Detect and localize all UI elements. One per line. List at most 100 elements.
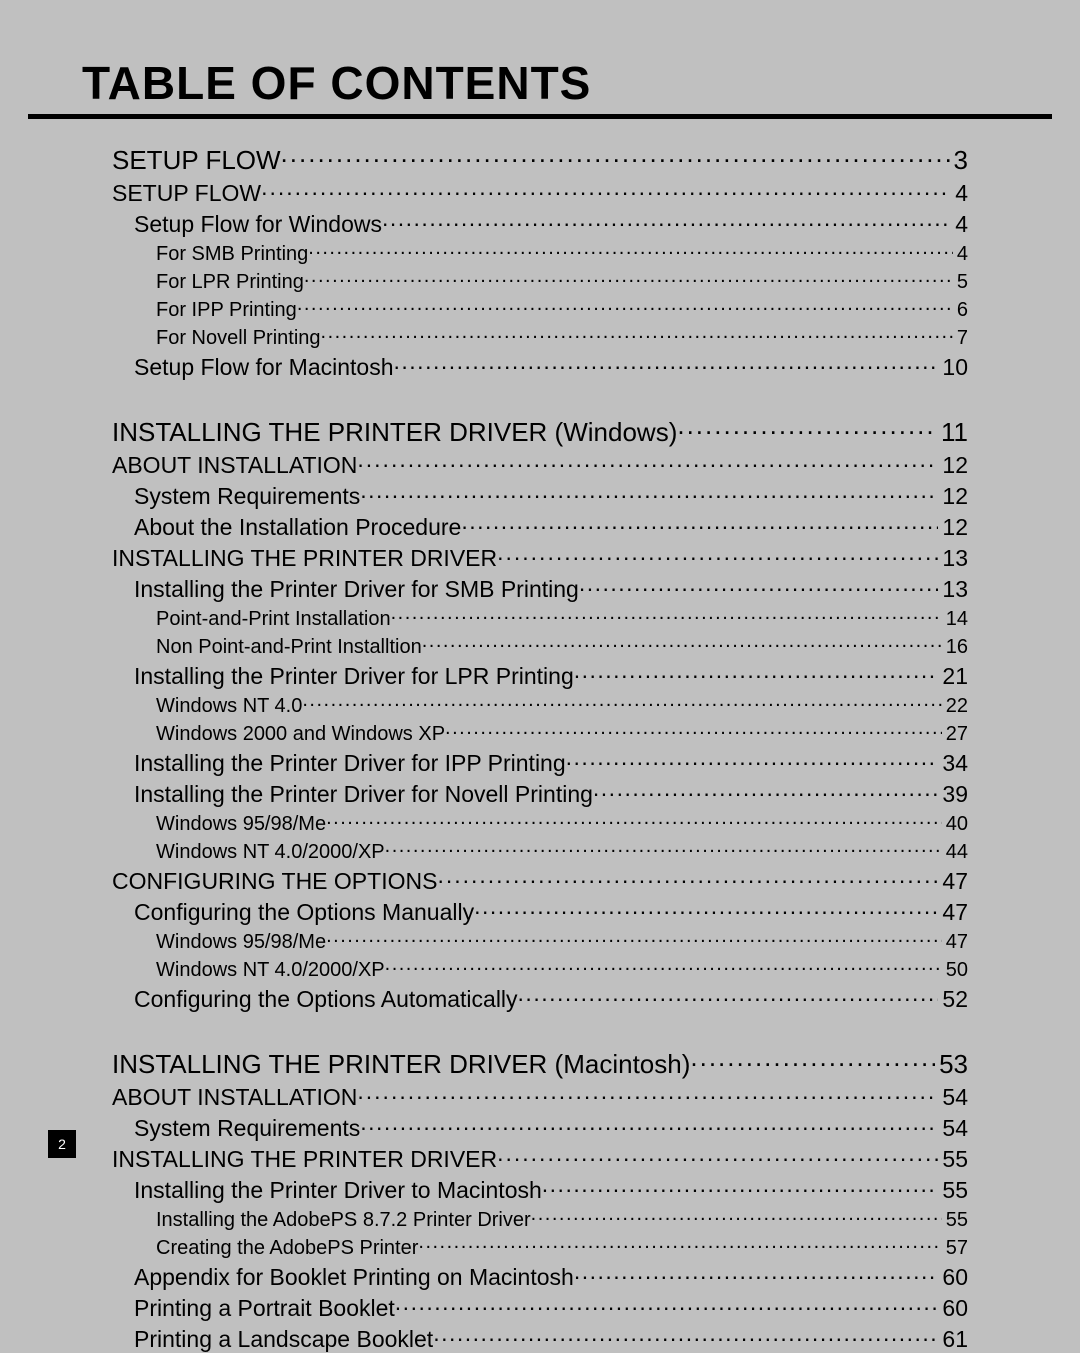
toc-leader-dots xyxy=(297,296,953,316)
toc-leader-dots xyxy=(385,956,942,976)
toc-leader-dots xyxy=(566,748,939,771)
toc-entry: Point-and-Print Installation14 xyxy=(156,605,968,631)
toc-page: 13 xyxy=(938,545,968,572)
toc-entry: Printing a Portrait Booklet 60 xyxy=(134,1293,968,1322)
toc-entry: Installing the Printer Driver for Novell… xyxy=(134,779,968,808)
toc-page: 61 xyxy=(938,1326,968,1353)
toc-leader-dots xyxy=(593,779,939,802)
toc-page: 55 xyxy=(938,1146,968,1173)
toc-label: SETUP FLOW xyxy=(112,145,281,176)
toc-leader-dots xyxy=(326,928,942,948)
toc-entry: Installing the Printer Driver to Macinto… xyxy=(134,1175,968,1204)
toc-entry: For LPR Printing5 xyxy=(156,268,968,294)
toc-label: Installing the Printer Driver for LPR Pr… xyxy=(134,663,574,690)
toc-leader-dots xyxy=(321,324,953,344)
toc-entry: Windows NT 4.0/2000/XP44 xyxy=(156,838,968,864)
toc-leader-dots xyxy=(357,1082,938,1105)
toc-label: Windows 2000 and Windows XP xyxy=(156,723,445,746)
toc-label: For IPP Printing xyxy=(156,299,297,322)
toc-label: Installing the Printer Driver to Macinto… xyxy=(134,1177,542,1204)
toc-page: 52 xyxy=(938,986,968,1013)
toc-page: 54 xyxy=(938,1115,968,1142)
toc-page: 40 xyxy=(942,813,968,836)
toc-page: 4 xyxy=(953,243,968,266)
toc-page: 55 xyxy=(942,1209,968,1232)
toc-leader-dots xyxy=(308,240,953,260)
toc-leader-dots xyxy=(385,838,942,858)
toc-entry: For Novell Printing 7 xyxy=(156,324,968,350)
toc-page: 60 xyxy=(938,1264,968,1291)
toc-leader-dots xyxy=(437,866,938,889)
toc-page: 39 xyxy=(938,781,968,808)
toc-leader-dots xyxy=(418,1234,941,1254)
toc-entry: Setup Flow for Macintosh10 xyxy=(134,352,968,381)
toc-entry: Windows 95/98/Me40 xyxy=(156,810,968,836)
toc-page: 54 xyxy=(938,1084,968,1111)
toc-page: 14 xyxy=(942,608,968,631)
toc-leader-dots xyxy=(302,692,941,712)
toc-entry: INSTALLING THE PRINTER DRIVER55 xyxy=(112,1144,968,1173)
document-page: TABLE OF CONTENTS SETUP FLOW3SETUP FLOW4… xyxy=(0,0,1080,1296)
toc-label: INSTALLING THE PRINTER DRIVER (Macintosh… xyxy=(112,1049,690,1080)
toc-label: Configuring the Options Manually xyxy=(134,899,474,926)
toc-leader-dots xyxy=(461,512,938,535)
toc-leader-dots xyxy=(574,1262,939,1285)
toc-page: 27 xyxy=(942,723,968,746)
toc-entry: ABOUT INSTALLATION12 xyxy=(112,450,968,479)
toc-page: 12 xyxy=(938,452,968,479)
toc-label: Creating the AdobePS Printer xyxy=(156,1237,418,1260)
toc-page: 60 xyxy=(938,1295,968,1322)
toc-page: 47 xyxy=(938,899,968,926)
toc-label: Setup Flow for Macintosh xyxy=(134,354,394,381)
toc-entry: Windows NT 4.0/2000/XP50 xyxy=(156,956,968,982)
toc-entry: For IPP Printing6 xyxy=(156,296,968,322)
toc-page: 16 xyxy=(942,636,968,659)
toc-entry: Installing the Printer Driver for SMB Pr… xyxy=(134,574,968,603)
toc-entry: Windows 95/98/Me 47 xyxy=(156,928,968,954)
toc-entry: About the Installation Procedure12 xyxy=(134,512,968,541)
toc-entry: Setup Flow for Windows4 xyxy=(134,209,968,238)
toc-page: 57 xyxy=(942,1237,968,1260)
toc-entry: INSTALLING THE PRINTER DRIVER13 xyxy=(112,543,968,572)
toc-entry: Windows NT 4.022 xyxy=(156,692,968,718)
toc-page: 12 xyxy=(938,483,968,510)
toc-page: 7 xyxy=(953,327,968,350)
toc-label: For SMB Printing xyxy=(156,243,308,266)
toc-label: Installing the Printer Driver for IPP Pr… xyxy=(134,750,566,777)
page-number-box: 2 xyxy=(48,1130,76,1158)
title-bar: TABLE OF CONTENTS xyxy=(28,0,1052,119)
toc-page: 47 xyxy=(942,931,968,954)
toc-label: For Novell Printing xyxy=(156,327,321,350)
toc-label: Windows NT 4.0/2000/XP xyxy=(156,959,385,982)
toc-page: 21 xyxy=(938,663,968,690)
toc-entry: Printing a Landscape Booklet 61 xyxy=(134,1324,968,1353)
toc-entry: Installing the Printer Driver for LPR Pr… xyxy=(134,661,968,690)
toc-label: Configuring the Options Automatically xyxy=(134,986,518,1013)
toc-label: Windows 95/98/Me xyxy=(156,931,326,954)
toc-label: System Requirements xyxy=(134,1115,360,1142)
toc-entry: Appendix for Booklet Printing on Macinto… xyxy=(134,1262,968,1291)
table-of-contents: SETUP FLOW3SETUP FLOW4Setup Flow for Win… xyxy=(112,143,968,1353)
toc-page: 11 xyxy=(937,417,968,448)
toc-entry: CONFIGURING THE OPTIONS47 xyxy=(112,866,968,895)
toc-label: Installing the Printer Driver for Novell… xyxy=(134,781,593,808)
toc-entry: Creating the AdobePS Printer 57 xyxy=(156,1234,968,1260)
toc-label: Printing a Portrait Booklet xyxy=(134,1295,395,1322)
toc-leader-dots xyxy=(326,810,942,830)
toc-label: Non Point-and-Print Installtion xyxy=(156,636,422,659)
toc-leader-dots xyxy=(394,352,939,375)
toc-label: ABOUT INSTALLATION xyxy=(112,1084,357,1111)
toc-page: 53 xyxy=(935,1049,968,1080)
toc-label: About the Installation Procedure xyxy=(134,514,461,541)
toc-page: 55 xyxy=(938,1177,968,1204)
toc-label: Windows NT 4.0/2000/XP xyxy=(156,841,385,864)
toc-entry: System Requirements 54 xyxy=(134,1113,968,1142)
toc-entry: Windows 2000 and Windows XP 27 xyxy=(156,720,968,746)
toc-page: 34 xyxy=(938,750,968,777)
toc-label: Printing a Landscape Booklet xyxy=(134,1326,433,1353)
toc-label: System Requirements xyxy=(134,483,360,510)
toc-leader-dots xyxy=(395,1293,939,1316)
page-title: TABLE OF CONTENTS xyxy=(82,56,1052,114)
toc-leader-dots xyxy=(360,1113,938,1136)
toc-page: 3 xyxy=(950,145,968,176)
